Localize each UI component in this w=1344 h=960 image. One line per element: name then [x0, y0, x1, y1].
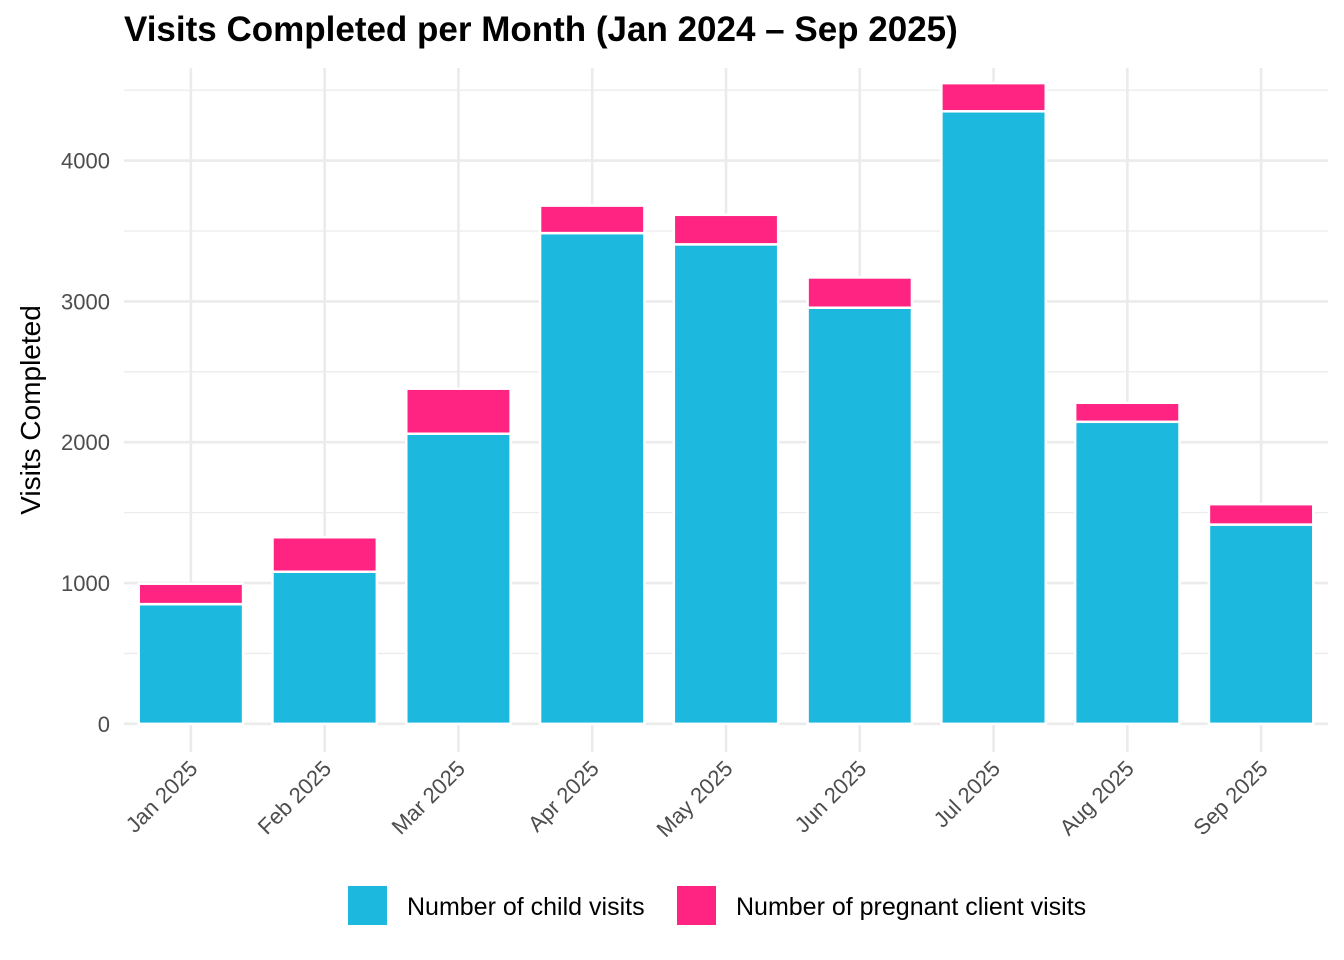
- bar-pregnant-visits: [137, 582, 245, 606]
- bar-pregnant-visits: [672, 213, 780, 246]
- bar-pregnant-visits: [1207, 502, 1315, 526]
- y-tick-label: 0: [98, 712, 110, 737]
- bar-pregnant-visits: [271, 536, 379, 574]
- x-tick-label: Sep 2025: [1188, 756, 1272, 840]
- y-axis-title: Visits Completed: [15, 305, 46, 515]
- bar-child-visits: [940, 110, 1047, 726]
- y-tick-label: 1000: [61, 571, 110, 596]
- x-tick-label: Jun 2025: [790, 756, 872, 838]
- x-axis-tick-labels: Jan 2025 Feb 2025 Mar 2025 Apr 2025 May 2025…: [121, 756, 1273, 842]
- bar-pregnant-visits: [940, 81, 1047, 113]
- bars: [137, 81, 1315, 726]
- bar-pregnant-visits: [405, 387, 512, 436]
- bar-child-visits: [405, 432, 512, 726]
- bar-child-visits: [137, 602, 245, 726]
- x-tick-label: Mar 2025: [387, 756, 470, 839]
- x-tick-label: Aug 2025: [1055, 756, 1139, 840]
- bar-child-visits: [806, 306, 914, 726]
- bar-child-visits: [538, 231, 646, 726]
- y-tick-label: 4000: [61, 149, 110, 174]
- bar-pregnant-visits: [1073, 401, 1181, 424]
- chart-title: Visits Completed per Month (Jan 2024 – S…: [124, 10, 958, 49]
- bar-child-visits: [1073, 420, 1181, 726]
- bar-pregnant-visits: [538, 204, 646, 235]
- legend-label: Number of child visits: [407, 893, 645, 921]
- bar-pregnant-visits: [806, 276, 914, 309]
- x-tick-label: Jul 2025: [929, 756, 1006, 833]
- legend-label: Number of pregnant client visits: [736, 893, 1086, 921]
- bar-child-visits: [672, 243, 780, 726]
- bar-child-visits: [271, 570, 379, 726]
- legend-swatch: [348, 886, 387, 925]
- y-axis-tick-labels: 0 1000 2000 3000 4000: [61, 149, 110, 737]
- legend-swatch: [677, 886, 716, 925]
- legend: Number of child visits Number of pregnant…: [348, 886, 1086, 925]
- x-tick-label: Jan 2025: [121, 756, 203, 838]
- x-tick-label: May 2025: [652, 756, 738, 842]
- x-tick-label: Apr 2025: [523, 756, 604, 837]
- y-tick-label: 3000: [61, 289, 110, 314]
- bar-child-visits: [1207, 523, 1315, 726]
- y-tick-label: 2000: [61, 430, 110, 455]
- x-tick-label: Feb 2025: [253, 756, 336, 839]
